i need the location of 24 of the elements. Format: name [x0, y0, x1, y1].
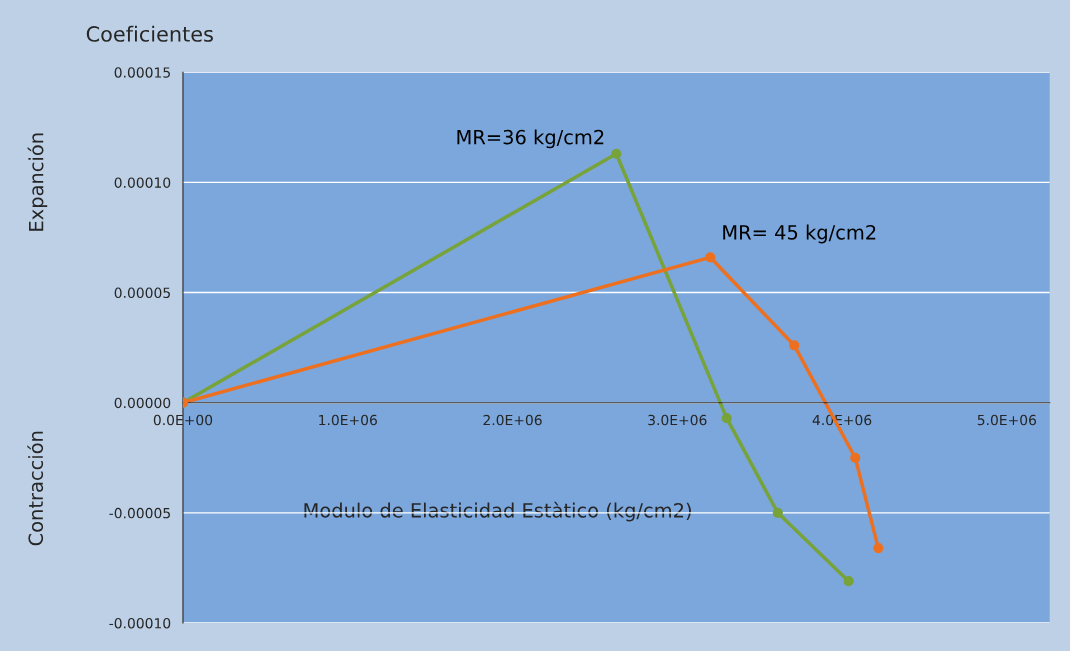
text: Contracción: [27, 431, 44, 546]
point: [705, 252, 716, 263]
series-label: MR= 45 kg/cm2: [723, 224, 876, 244]
point: [850, 452, 861, 463]
y-tick-label: -0.00005: [109, 507, 170, 519]
x-tick-label: 3.0E+06: [648, 414, 707, 426]
y-tick-label: -0.00010: [109, 617, 171, 629]
point: [873, 543, 884, 554]
point: [843, 576, 854, 587]
point: [772, 507, 783, 518]
point: [611, 148, 622, 159]
y-tick-label: 0.00015: [114, 67, 170, 78]
x-tick-label: 1.0E+06: [319, 414, 377, 426]
x-axis-title: Modulo de Elasticidad Estàtico (kg/cm2): [304, 501, 691, 522]
y-tick-label: 0.00010: [114, 177, 171, 188]
y-tick-label: 0.00005: [114, 287, 170, 299]
x-tick-label: 2.0E+06: [483, 414, 542, 426]
chart-title: Coeficientes: [86, 25, 213, 42]
text: Expanción: [27, 133, 48, 231]
series-label: MR=36 kg/cm2: [457, 129, 604, 149]
point: [721, 413, 732, 424]
y-tick-label: 0.00000: [114, 397, 171, 409]
x-tick-label: 5.0E+06: [977, 414, 1037, 426]
point: [789, 340, 800, 351]
